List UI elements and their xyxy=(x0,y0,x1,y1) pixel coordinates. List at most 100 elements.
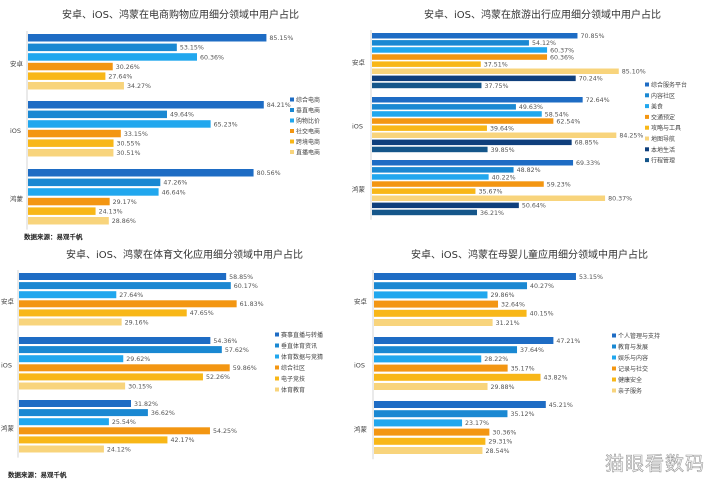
data-label: 29.86% xyxy=(490,292,514,299)
bar xyxy=(374,300,499,308)
legend-swatch xyxy=(645,104,649,109)
data-label: 30.36% xyxy=(492,429,516,436)
legend-label: 电子竞技 xyxy=(281,375,305,383)
bar xyxy=(28,188,159,196)
data-label: 47.21% xyxy=(556,338,580,345)
data-label: 60.36% xyxy=(200,54,224,61)
legend-swatch xyxy=(275,387,279,392)
data-label: 68.85% xyxy=(575,140,599,147)
bar xyxy=(372,118,554,124)
bar xyxy=(19,418,109,426)
chart-3-source: 数据来源：易观千帆 xyxy=(8,471,67,479)
legend-label: 健康安全 xyxy=(618,376,642,384)
bar xyxy=(372,181,544,187)
legend-label: 娱乐与内容 xyxy=(618,354,648,362)
bar xyxy=(28,101,264,109)
category-label: 安卓 xyxy=(10,59,24,68)
bar xyxy=(374,364,508,372)
data-label: 32.64% xyxy=(501,301,525,308)
bar xyxy=(374,355,482,363)
data-label: 25.54% xyxy=(112,419,136,426)
data-label: 59.86% xyxy=(233,365,257,372)
legend-label: 赛事直播与转播 xyxy=(281,331,323,339)
legend-swatch xyxy=(290,97,294,102)
bar xyxy=(28,82,124,90)
data-label: 40.27% xyxy=(530,283,554,290)
bar xyxy=(374,291,488,299)
data-label: 24.13% xyxy=(99,208,123,215)
data-label: 31.21% xyxy=(496,320,520,327)
legend-swatch xyxy=(612,344,616,349)
data-label: 72.64% xyxy=(586,97,610,104)
data-label: 42.17% xyxy=(170,437,194,444)
bar xyxy=(19,300,237,308)
legend-swatch xyxy=(275,376,279,381)
legend-label: 综合电商 xyxy=(296,96,320,104)
bar xyxy=(28,169,254,177)
bar xyxy=(374,337,554,344)
data-label: 30.55% xyxy=(117,140,141,147)
bar xyxy=(372,68,619,74)
bar xyxy=(372,167,514,173)
data-label: 45.21% xyxy=(549,402,573,409)
bar xyxy=(28,34,267,42)
legend-label: 垂直电商 xyxy=(296,107,320,115)
legend-label: 内容社区 xyxy=(651,92,675,100)
legend-label: 直播电商 xyxy=(296,149,320,157)
data-label: 54.12% xyxy=(532,40,556,47)
data-label: 29.62% xyxy=(126,356,150,363)
legend-label: 综合服务平台 xyxy=(651,81,687,89)
data-label: 40.22% xyxy=(492,174,516,181)
data-label: 69.33% xyxy=(576,160,600,167)
data-label: 84.21% xyxy=(267,102,291,109)
legend-label: 攻略与工具 xyxy=(651,124,681,132)
bar xyxy=(28,53,198,61)
bar xyxy=(19,337,211,344)
data-label: 39.64% xyxy=(490,125,514,132)
bar xyxy=(374,273,576,280)
bar xyxy=(372,61,481,67)
bar xyxy=(374,437,486,445)
legend-label: 地图导航 xyxy=(651,135,675,143)
data-label: 70.85% xyxy=(580,33,604,40)
data-label: 85.15% xyxy=(269,35,293,42)
data-label: 40.15% xyxy=(530,311,554,318)
bar xyxy=(372,75,576,82)
bar xyxy=(374,309,527,317)
data-label: 37.75% xyxy=(484,83,508,90)
bar xyxy=(372,174,489,180)
data-label: 58.85% xyxy=(229,274,253,281)
data-label: 28.22% xyxy=(484,356,508,363)
bar xyxy=(374,282,528,290)
category-label: 鸿蒙 xyxy=(1,423,15,432)
legend-swatch xyxy=(612,388,616,393)
bar xyxy=(374,447,483,454)
data-label: 37.64% xyxy=(520,347,544,354)
category-label: 鸿蒙 xyxy=(10,194,24,203)
bar xyxy=(372,132,617,138)
legend-swatch xyxy=(275,354,279,359)
data-label: 30.15% xyxy=(128,383,152,390)
data-label: 29.31% xyxy=(488,439,512,446)
data-label: 29.16% xyxy=(125,319,149,326)
data-label: 84.25% xyxy=(619,133,643,140)
legend-label: 综合社区 xyxy=(281,364,305,372)
legend-label: 记录与社交 xyxy=(618,365,648,373)
bar xyxy=(372,209,478,216)
bar xyxy=(374,419,463,427)
data-label: 27.64% xyxy=(108,73,132,80)
legend-swatch xyxy=(612,333,616,338)
data-label: 27.64% xyxy=(119,292,143,299)
data-label: 33.15% xyxy=(124,131,148,138)
category-label: 安卓 xyxy=(354,297,368,306)
legend-swatch xyxy=(645,82,649,87)
bar xyxy=(19,382,126,390)
legend-swatch xyxy=(612,366,616,371)
data-label: 28.86% xyxy=(112,218,136,225)
chart-1-source: 数据来源：易观千帆 xyxy=(24,233,83,241)
bar xyxy=(372,139,572,146)
bar xyxy=(28,217,109,225)
legend-label: 个人管理与支持 xyxy=(618,332,660,340)
legend-label: 体育教育 xyxy=(281,386,305,394)
data-label: 62.54% xyxy=(556,118,580,125)
